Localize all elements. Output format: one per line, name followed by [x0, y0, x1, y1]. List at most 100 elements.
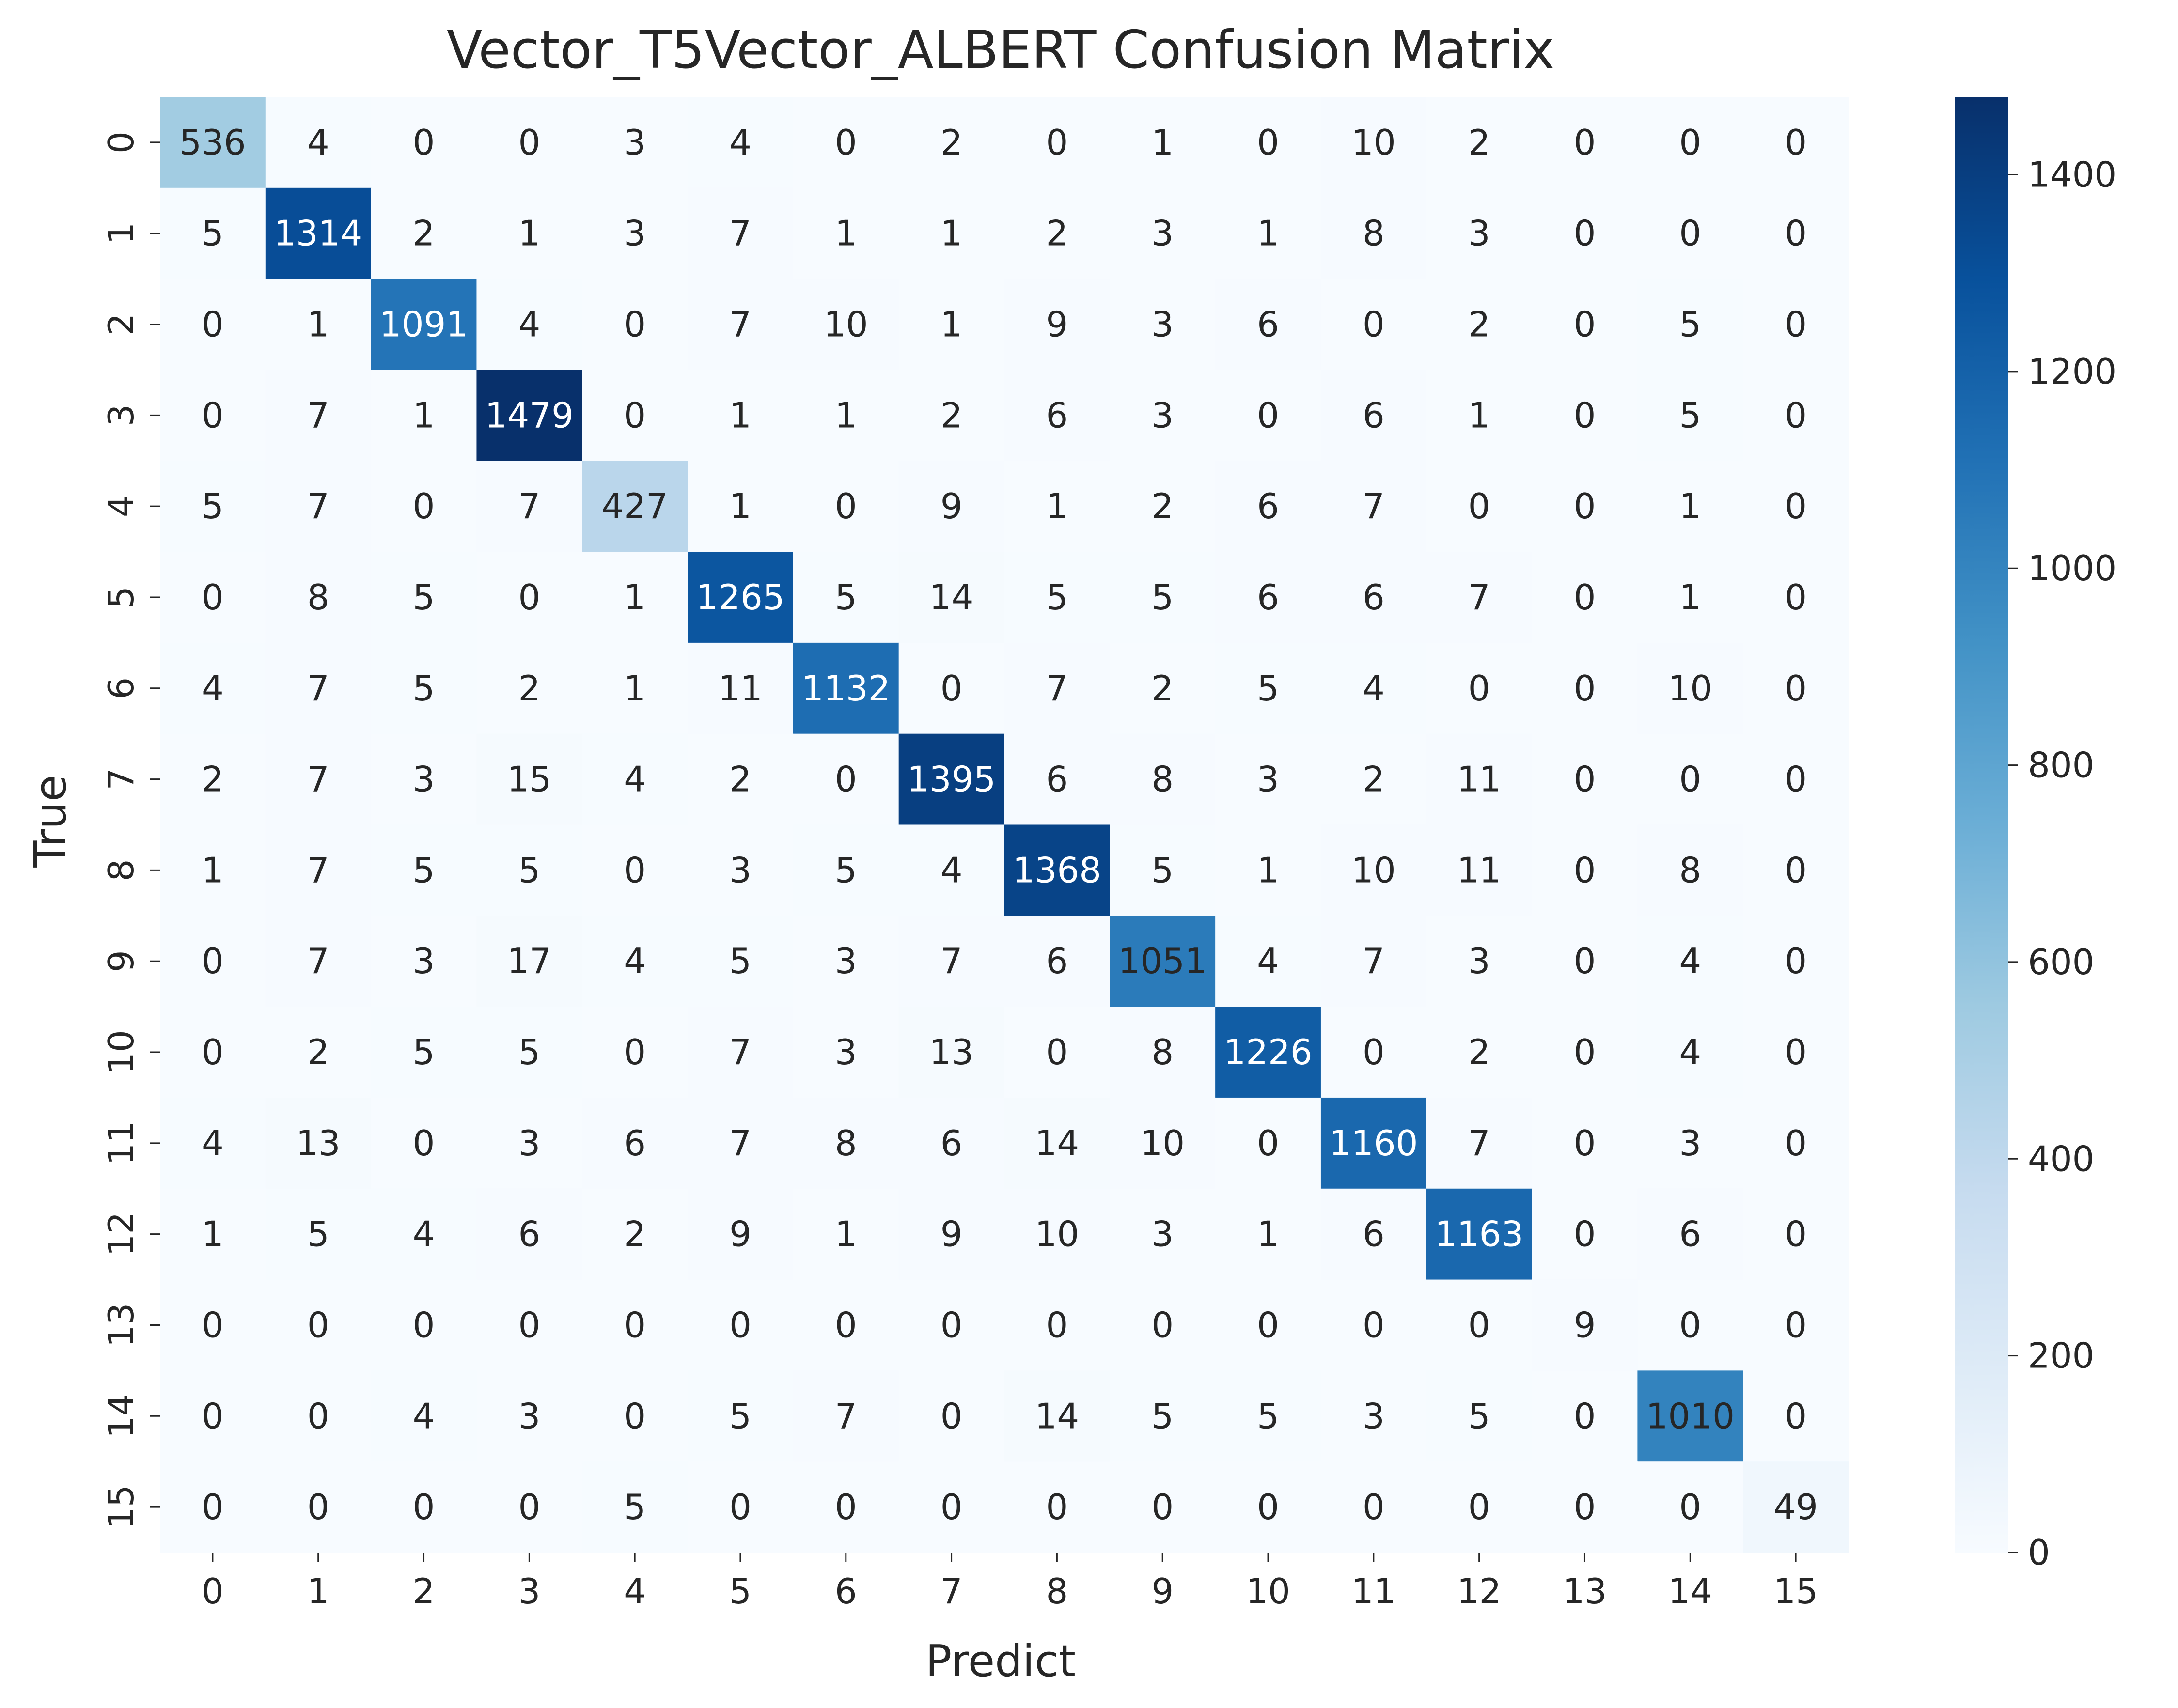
cell-value-label: 8: [835, 1123, 857, 1164]
cell-value-label: 2: [940, 122, 963, 163]
cell-value-label: 5: [624, 1487, 646, 1527]
x-tick-label: 8: [1046, 1571, 1068, 1612]
cell-value-label: 7: [729, 1123, 752, 1164]
cell-value-label: 0: [1785, 395, 1807, 435]
heatmap-cell: [160, 1007, 266, 1098]
colorbar: [1955, 97, 2008, 1553]
cell-value-label: 1: [729, 395, 752, 435]
heatmap-cell: [688, 642, 794, 734]
cell-value-label: 7: [835, 1396, 857, 1436]
heatmap-cell: [160, 461, 266, 552]
heatmap-cell: [265, 733, 372, 825]
cell-value-label: 7: [729, 213, 752, 254]
cell-value-label: 0: [413, 1123, 435, 1164]
cell-value-label: 0: [1574, 941, 1596, 981]
heatmap-cell: [1426, 187, 1533, 279]
heatmap-cell: [371, 97, 477, 188]
heatmap-cell: [1320, 1007, 1427, 1098]
heatmap-cell: [476, 1461, 582, 1553]
cell-value-label: 7: [729, 304, 752, 345]
heatmap-cell: [898, 824, 1005, 916]
heatmap-cell: [1320, 461, 1427, 552]
heatmap-cell: [1743, 97, 1849, 188]
heatmap-cell: [688, 1461, 794, 1553]
cell-value-label: 3: [835, 941, 857, 981]
y-axis-label: True: [25, 775, 76, 868]
heatmap-cell: [793, 1461, 899, 1553]
cell-value-label: 1: [413, 395, 435, 435]
x-tick-label: 14: [1668, 1571, 1712, 1612]
heatmap-cell: [1215, 461, 1321, 552]
cell-value-label: 4: [940, 850, 963, 890]
x-axis-ticks: 0 1 2 3 4 5 6 7 8 9 10 11 12 13 14 15: [202, 1553, 1818, 1612]
heatmap-cell: [371, 461, 477, 552]
heatmap-cell: [1426, 916, 1533, 1007]
heatmap-cell: [1110, 1007, 1216, 1098]
cell-value-label: 3: [835, 1032, 857, 1072]
cell-value-label: 15: [507, 759, 552, 800]
heatmap-cell: [160, 733, 266, 825]
heatmap-cells: 536 4 0 0 3 4 0 2 0 1 0 10 2 0 0 05 1314 2 1 3 7 1 1 2 3 1 8 3 0 0 00 1…: [160, 97, 1849, 1553]
heatmap-cell: [793, 552, 899, 643]
heatmap-cell: [1743, 1461, 1849, 1553]
cell-value-label: 1: [1257, 1214, 1279, 1255]
cell-value-label: 5: [729, 941, 752, 981]
heatmap-cell: [688, 1279, 794, 1371]
cell-value-label: 3: [1363, 1396, 1385, 1436]
heatmap-cell: [1637, 1461, 1743, 1553]
heatmap-cell: [1004, 187, 1110, 279]
heatmap-cell: [1110, 552, 1216, 643]
cell-value-label: 3: [1151, 395, 1174, 435]
heatmap-cell: [476, 1188, 582, 1280]
y-tick-label: 3: [101, 404, 141, 426]
heatmap-cell: [1215, 279, 1321, 371]
y-tick-label: 9: [101, 950, 141, 972]
cell-value-label: 0: [1785, 850, 1807, 890]
cell-value-label: 0: [1468, 1487, 1490, 1527]
cell-value-label: 9: [729, 1214, 752, 1255]
cell-value-label: 0: [1046, 1304, 1068, 1345]
heatmap-cell: [688, 1188, 794, 1280]
cell-value-label: 4: [624, 941, 646, 981]
heatmap-cell: [265, 279, 372, 371]
cell-value-label: 2: [729, 759, 752, 800]
y-tick-label: 2: [101, 313, 141, 336]
x-tick-label: 5: [729, 1571, 752, 1612]
heatmap-cell: [371, 187, 477, 279]
cell-value-label: 0: [202, 1032, 224, 1072]
cell-value-label: 0: [1363, 304, 1385, 345]
heatmap-cell: [265, 1188, 372, 1280]
cell-value-label: 1265: [696, 577, 784, 618]
x-tick-label: 2: [413, 1571, 435, 1612]
cell-value-label: 5: [518, 850, 540, 890]
cell-value-label: 0: [1574, 395, 1596, 435]
cell-value-label: 0: [1468, 668, 1490, 709]
cell-value-label: 5: [202, 213, 224, 254]
heatmap-cell: [1637, 279, 1743, 371]
heatmap-cell: [160, 97, 266, 188]
cell-value-label: 5: [1046, 577, 1068, 618]
heatmap-cell: [1004, 824, 1110, 916]
heatmap-cell: [1004, 733, 1110, 825]
heatmap-cell: [582, 1097, 688, 1189]
cell-value-label: 1091: [379, 304, 468, 345]
x-tick-label: 12: [1457, 1571, 1502, 1612]
cell-value-label: 3: [1151, 304, 1174, 345]
cell-value-label: 6: [518, 1214, 540, 1255]
heatmap-cell: [476, 1279, 582, 1371]
cell-value-label: 1479: [485, 395, 574, 435]
heatmap-cell: [793, 187, 899, 279]
heatmap-cell: [476, 642, 582, 734]
heatmap-cell: [1004, 1007, 1110, 1098]
heatmap-cell: [1426, 824, 1533, 916]
x-tick-label: 10: [1246, 1571, 1290, 1612]
cell-value-label: 0: [729, 1304, 752, 1345]
heatmap-cell: [582, 1370, 688, 1462]
cell-value-label: 1: [518, 213, 540, 254]
cell-value-label: 3: [518, 1123, 540, 1164]
cell-value-label: 0: [1046, 122, 1068, 163]
heatmap-cell: [793, 279, 899, 371]
heatmap-cell: [1637, 461, 1743, 552]
y-tick-label: 11: [101, 1121, 141, 1165]
heatmap-cell: [793, 1097, 899, 1189]
